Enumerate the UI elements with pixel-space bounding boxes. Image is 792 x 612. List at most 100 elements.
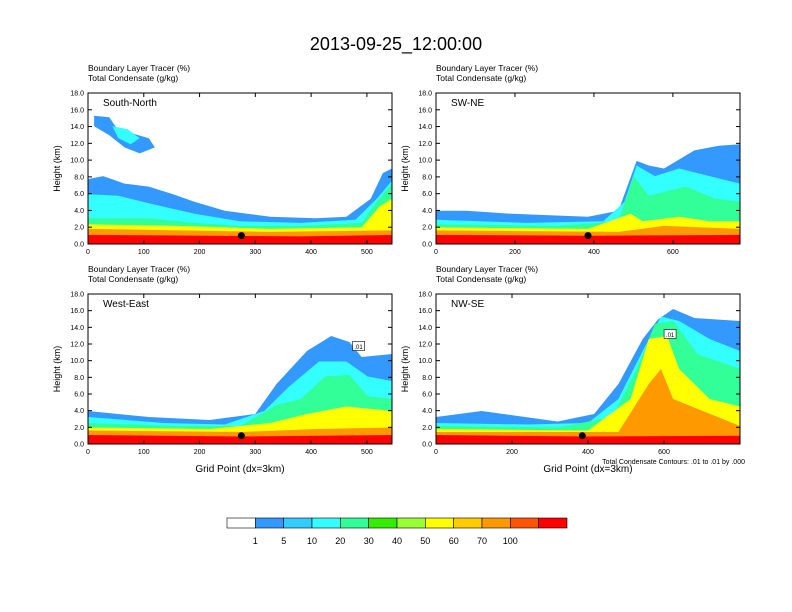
colorbar-label: 5 bbox=[281, 536, 286, 546]
x-tick-label: 0 bbox=[434, 449, 438, 456]
colorbar-box bbox=[226, 517, 256, 529]
x-tick-label: 200 bbox=[509, 249, 521, 256]
contour-footnote: Total Condensate Contours: .01 to .01 by… bbox=[602, 459, 745, 466]
x-tick-label: 0 bbox=[434, 249, 438, 256]
y-tick-label: 18.0 bbox=[70, 91, 84, 98]
x-tick-label: 300 bbox=[249, 249, 261, 256]
y-tick-label: 14.0 bbox=[418, 325, 432, 332]
panel-south-north: 0.0 2.0 4.0 6.0 8.0 10.0 12.0 14.0 16.0 18.0 0 100 2… bbox=[52, 63, 393, 256]
colorbar-box bbox=[368, 517, 398, 529]
y-tick-label: 16.0 bbox=[70, 308, 84, 315]
y-tick-label: 2.0 bbox=[74, 425, 84, 432]
y-tick-label: 4.0 bbox=[74, 408, 84, 415]
y-tick-label: 6.0 bbox=[74, 191, 84, 198]
subtitle-condensate: Total Condensate (g/kg) bbox=[88, 73, 178, 83]
panels: 0.0 2.0 4.0 6.0 8.0 10.0 12.0 14.0 16.0 18.0 0 100 2… bbox=[52, 63, 745, 475]
colorbar-label: 60 bbox=[449, 536, 459, 546]
x-tick-label: 400 bbox=[582, 449, 594, 456]
x-tick-label: 500 bbox=[361, 249, 373, 256]
y-tick-label: 6.0 bbox=[422, 191, 432, 198]
y-tick-label: 18.0 bbox=[418, 91, 432, 98]
tracer-region-orange bbox=[436, 369, 740, 444]
y-tick-label: 0.0 bbox=[422, 442, 432, 449]
tracer-field bbox=[436, 144, 740, 244]
colorbar-label: 20 bbox=[335, 536, 345, 546]
subtitle-tracer: Boundary Layer Tracer (%) bbox=[88, 264, 190, 274]
x-tick-label: 600 bbox=[667, 249, 679, 256]
y-axis-label: Height (km) bbox=[52, 145, 62, 192]
y-tick-label: 8.0 bbox=[74, 375, 84, 382]
colorbar-box bbox=[255, 517, 284, 529]
y-tick-label: 18.0 bbox=[418, 292, 432, 299]
x-tick-label: 0 bbox=[86, 449, 90, 456]
colorbar-box bbox=[283, 517, 313, 529]
plot-frame bbox=[435, 92, 741, 245]
y-tick-label: 16.0 bbox=[70, 107, 84, 114]
plot-frame bbox=[87, 293, 393, 445]
colorbar-label: 70 bbox=[477, 536, 487, 546]
tracer-region-cyan bbox=[112, 126, 140, 145]
x-tick-label: 100 bbox=[138, 449, 150, 456]
x-tick-label: 400 bbox=[305, 249, 317, 256]
y-tick-label: 14.0 bbox=[418, 124, 432, 131]
location-marker bbox=[237, 432, 245, 440]
y-tick-label: 10.0 bbox=[418, 158, 432, 165]
y-tick-label: 10.0 bbox=[418, 358, 432, 365]
subtitle-tracer: Boundary Layer Tracer (%) bbox=[88, 63, 190, 73]
y-tick-label: 16.0 bbox=[418, 308, 432, 315]
y-axis-label: Height (km) bbox=[400, 145, 410, 192]
contour-label-box bbox=[663, 329, 677, 339]
y-tick-label: 10.0 bbox=[70, 158, 84, 165]
panel-west-east: 0.0 2.0 4.0 6.0 8.0 10.0 12.0 14.0 16.0 18.0 0 100 2… bbox=[52, 264, 393, 475]
colorbar-box bbox=[396, 517, 426, 529]
x-tick-label: 500 bbox=[361, 449, 373, 456]
tracer-region-red bbox=[88, 234, 392, 244]
y-axis-label: Height (km) bbox=[52, 346, 62, 393]
x-tick-label: 0 bbox=[86, 249, 90, 256]
y-tick-label: 12.0 bbox=[70, 141, 84, 148]
y-tick-label: 12.0 bbox=[418, 141, 432, 148]
y-tick-label: 10.0 bbox=[70, 358, 84, 365]
y-tick-label: 4.0 bbox=[422, 208, 432, 215]
colorbar-label: 100 bbox=[503, 536, 518, 546]
tracer-field bbox=[88, 336, 392, 444]
y-tick-label: 2.0 bbox=[74, 225, 84, 232]
y-tick-label: 6.0 bbox=[74, 392, 84, 399]
x-axis-label: Grid Point (dx=3km) bbox=[543, 464, 632, 475]
colorbar-box bbox=[538, 517, 568, 529]
colorbar: 1 5 10 20 30 40 50 60 70 100 bbox=[226, 517, 568, 546]
x-tick-label: 200 bbox=[194, 249, 206, 256]
colorbar-box bbox=[425, 517, 454, 529]
colorbar-box bbox=[510, 517, 539, 529]
y-tick-label: 2.0 bbox=[422, 425, 432, 432]
tracer-field bbox=[436, 309, 740, 444]
panel-sw-ne: 0.0 2.0 4.0 6.0 8.0 10.0 12.0 14.0 16.0 18.0 0 200 4… bbox=[400, 63, 741, 256]
contour-label: .01 bbox=[666, 333, 675, 339]
contour-label-box bbox=[352, 341, 365, 351]
colorbar-box bbox=[340, 517, 369, 529]
y-tick-label: 12.0 bbox=[70, 342, 84, 349]
panel-label: NW-SE bbox=[451, 299, 484, 310]
y-tick-label: 14.0 bbox=[70, 124, 84, 131]
colorbar-label: 1 bbox=[253, 536, 258, 546]
x-tick-label: 200 bbox=[506, 449, 518, 456]
x-axis-label: Grid Point (dx=3km) bbox=[195, 464, 284, 475]
plot-frame bbox=[87, 92, 393, 245]
location-marker bbox=[578, 432, 586, 440]
y-tick-label: 0.0 bbox=[74, 442, 84, 449]
y-tick-label: 16.0 bbox=[418, 107, 432, 114]
y-tick-label: 8.0 bbox=[74, 174, 84, 181]
y-tick-label: 2.0 bbox=[422, 225, 432, 232]
y-tick-label: 4.0 bbox=[74, 208, 84, 215]
tracer-region-red bbox=[88, 435, 392, 444]
colorbar-label: 30 bbox=[364, 536, 374, 546]
subtitle-tracer: Boundary Layer Tracer (%) bbox=[436, 264, 538, 274]
tracer-field bbox=[88, 115, 392, 244]
y-tick-label: 8.0 bbox=[422, 174, 432, 181]
colorbar-label: 40 bbox=[392, 536, 402, 546]
colorbar-box bbox=[311, 517, 341, 529]
x-tick-label: 200 bbox=[194, 449, 206, 456]
y-tick-label: 0.0 bbox=[422, 242, 432, 249]
tracer-region-red bbox=[436, 234, 740, 244]
